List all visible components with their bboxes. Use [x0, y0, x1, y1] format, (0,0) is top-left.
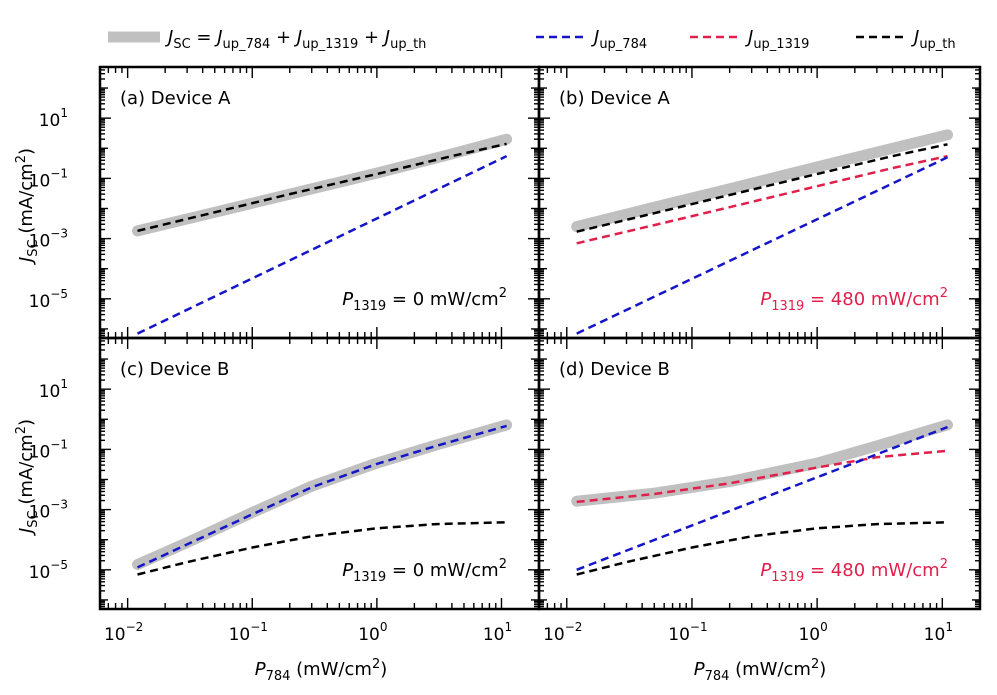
- y-tick-label: 10−1: [29, 437, 68, 462]
- panel-a: 101 10−1 10−3 10−5 (a) Device A P1319 = 0 mW/…: [29, 65, 541, 340]
- x-tick-label: 100: [798, 620, 827, 645]
- y-tick-label: 101: [39, 106, 68, 131]
- legend-label-total: JSC = Jup_784 + Jup_1319 + Jup_th: [165, 27, 426, 52]
- y-tick-label: 10−5: [29, 558, 68, 583]
- series-line-up784: [576, 156, 949, 335]
- panel-label: (c) Device B: [120, 359, 229, 380]
- series-line-up1319: [576, 154, 948, 245]
- power-annotation: P1319 = 480 mW/cm2: [760, 557, 948, 585]
- y-axis-label-top: JSC (mA/cm2): [14, 148, 41, 265]
- series-line-up784: [136, 154, 508, 335]
- series-line-upth: [576, 143, 948, 233]
- y-tick-label: 10−5: [29, 287, 68, 312]
- series-line-total: [571, 419, 953, 507]
- series-line-total: [571, 129, 953, 233]
- power-annotation: P1319 = 480 mW/cm2: [760, 286, 948, 314]
- panel-label: (d) Device B: [559, 359, 670, 380]
- y-tick-label: 10−3: [29, 498, 68, 523]
- panel-label: (b) Device A: [559, 88, 670, 109]
- legend: JSC = Jup_784 + Jup_1319 + Jup_th Jup_78…: [108, 27, 956, 52]
- panel-c: 101 10−1 10−3 10−5 10−2 10−1 100 101 (c) Device …: [29, 336, 541, 645]
- x-tick-label: 101: [483, 620, 512, 645]
- panels: 101 10−1 10−3 10−5 (a) Device A P1319 = 0 mW/…: [29, 65, 982, 645]
- plot-frame: [537, 336, 982, 611]
- series-line-total: [132, 419, 513, 570]
- legend-label-upth: Jup_th: [911, 27, 956, 52]
- panel-b: (b) Device A P1319 = 480 mW/cm2: [537, 65, 982, 340]
- x-axis-label-right: P784 (mW/cm2): [694, 657, 827, 684]
- power-annotation: P1319 = 0 mW/cm2: [342, 557, 507, 585]
- x-tick-label: 10−1: [229, 620, 268, 645]
- y-tick-label: 101: [39, 377, 68, 402]
- y-tick-label: 10−1: [29, 166, 68, 191]
- series-line-upth: [576, 521, 948, 576]
- legend-label-up1319: Jup_1319: [745, 27, 809, 52]
- power-annotation: P1319 = 0 mW/cm2: [342, 286, 507, 314]
- x-tick-label: 10−2: [104, 620, 143, 645]
- series-line-upth: [137, 521, 507, 576]
- y-axis-label-bottom: JSC (mA/cm2): [14, 419, 41, 536]
- x-tick-label: 10−2: [543, 620, 582, 645]
- panel-label: (a) Device A: [120, 88, 231, 109]
- y-tick-label: 10−3: [29, 227, 68, 252]
- series-line-up784: [136, 424, 507, 569]
- series-line-up1319: [576, 449, 948, 504]
- panel-d: 10−2 10−1 100 101 (d) Device B P1319 = 480 mW…: [537, 336, 982, 645]
- series-line-upth: [137, 142, 507, 233]
- x-tick-label: 101: [924, 620, 953, 645]
- series-line-up784: [576, 425, 948, 571]
- legend-label-up784: Jup_784: [591, 27, 647, 52]
- x-tick-label: 100: [358, 620, 387, 645]
- x-axis-label-left: P784 (mW/cm2): [255, 657, 388, 684]
- x-tick-label: 10−1: [668, 620, 707, 645]
